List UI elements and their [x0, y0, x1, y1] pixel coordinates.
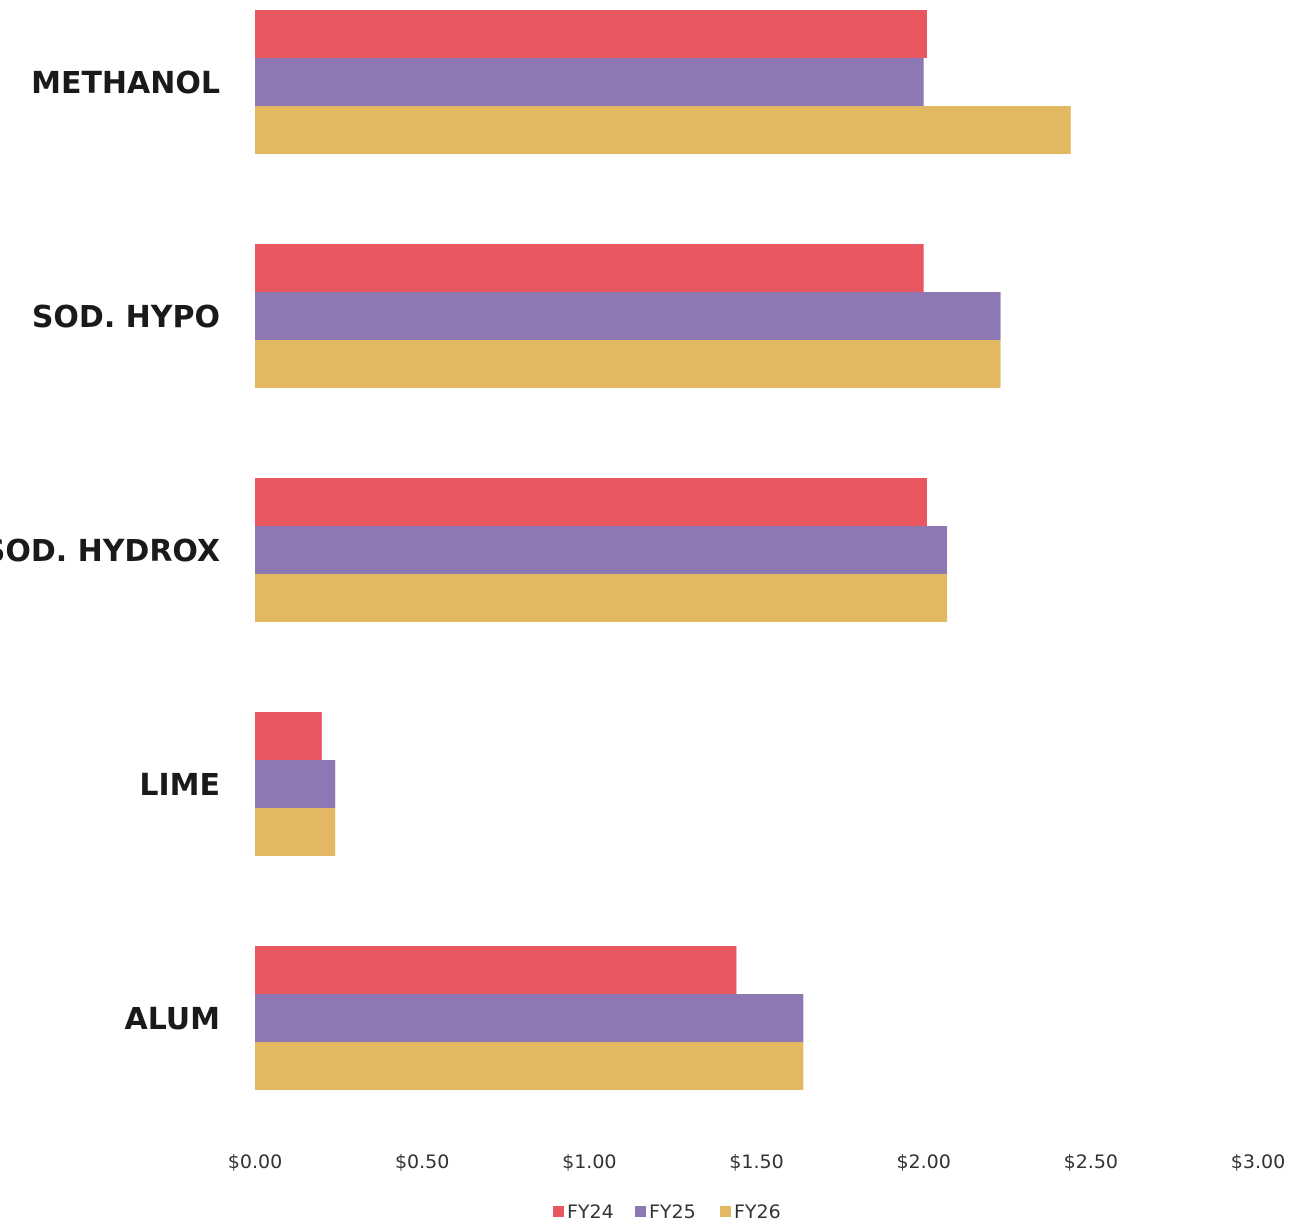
- x-tick-label: $3.00: [1231, 1151, 1285, 1173]
- x-tick-label: $1.50: [729, 1151, 783, 1173]
- bars-group: [255, 10, 1071, 1090]
- legend-label-fy24: FY24: [567, 1201, 614, 1223]
- legend-swatch-fy24: [553, 1206, 564, 1217]
- bar-sod-hydrox-fy25: [255, 526, 947, 574]
- category-label: ALUM: [125, 1002, 220, 1037]
- x-tick-label: $0.50: [395, 1151, 449, 1173]
- category-label: SOD. HYDROX: [0, 534, 220, 569]
- bar-lime-fy25: [255, 760, 335, 808]
- bar-lime-fy24: [255, 712, 322, 760]
- bar-alum-fy25: [255, 994, 803, 1042]
- bar-sod-hypo-fy24: [255, 244, 924, 292]
- x-tick-label: $2.50: [1064, 1151, 1118, 1173]
- bar-methanol-fy25: [255, 58, 924, 106]
- x-tick-label: $2.00: [896, 1151, 950, 1173]
- legend: FY24 FY25 FY26: [553, 1201, 781, 1223]
- legend-swatch-fy25: [635, 1206, 646, 1217]
- bar-methanol-fy26: [255, 106, 1071, 154]
- bar-alum-fy26: [255, 1042, 803, 1090]
- category-label: METHANOL: [31, 66, 220, 101]
- bar-sod-hydrox-fy24: [255, 478, 927, 526]
- bar-sod-hydrox-fy26: [255, 574, 947, 622]
- category-labels: METHANOL SOD. HYPO SOD. HYDROX LIME ALUM: [0, 66, 220, 1037]
- x-tick-label: $1.00: [562, 1151, 616, 1173]
- legend-swatch-fy26: [720, 1206, 731, 1217]
- bar-alum-fy24: [255, 946, 736, 994]
- bar-methanol-fy24: [255, 10, 927, 58]
- x-tick-label: $0.00: [228, 1151, 282, 1173]
- category-label: LIME: [139, 768, 220, 803]
- x-axis-ticks: $0.00 $0.50 $1.00 $1.50 $2.00 $2.50 $3.00: [228, 1151, 1285, 1173]
- bar-lime-fy26: [255, 808, 335, 856]
- bar-sod-hypo-fy26: [255, 340, 1001, 388]
- legend-label-fy25: FY25: [649, 1201, 696, 1223]
- legend-label-fy26: FY26: [734, 1201, 781, 1223]
- category-label: SOD. HYPO: [32, 300, 220, 335]
- bar-sod-hypo-fy25: [255, 292, 1001, 340]
